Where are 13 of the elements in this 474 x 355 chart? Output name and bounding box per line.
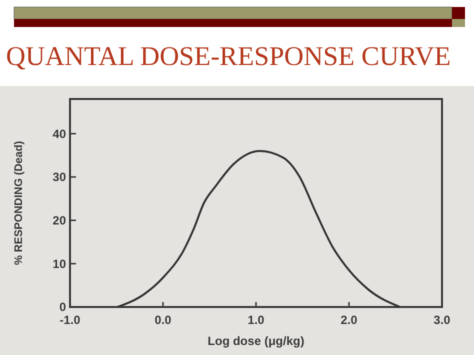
y-tick-label: 10 — [52, 256, 66, 271]
x-tick-label: -1.0 — [60, 313, 81, 327]
x-tick-label: 1.0 — [248, 313, 265, 327]
x-tick-label: 0.0 — [154, 313, 172, 327]
y-tick-label: 0 — [59, 300, 66, 314]
chart-title: QUANTAL DOSE-RESPONSE CURVE — [6, 41, 451, 71]
y-tick-label: 40 — [52, 126, 66, 141]
x-axis-title: Log dose (μg/kg) — [208, 334, 304, 348]
x-tick-label: 2.0 — [340, 313, 358, 327]
y-tick-label: 30 — [52, 170, 66, 184]
y-tick-label: 20 — [52, 214, 66, 228]
y-axis-title: % RESPONDING (Dead) — [13, 140, 25, 266]
x-tick-label: 3.0 — [434, 313, 451, 327]
